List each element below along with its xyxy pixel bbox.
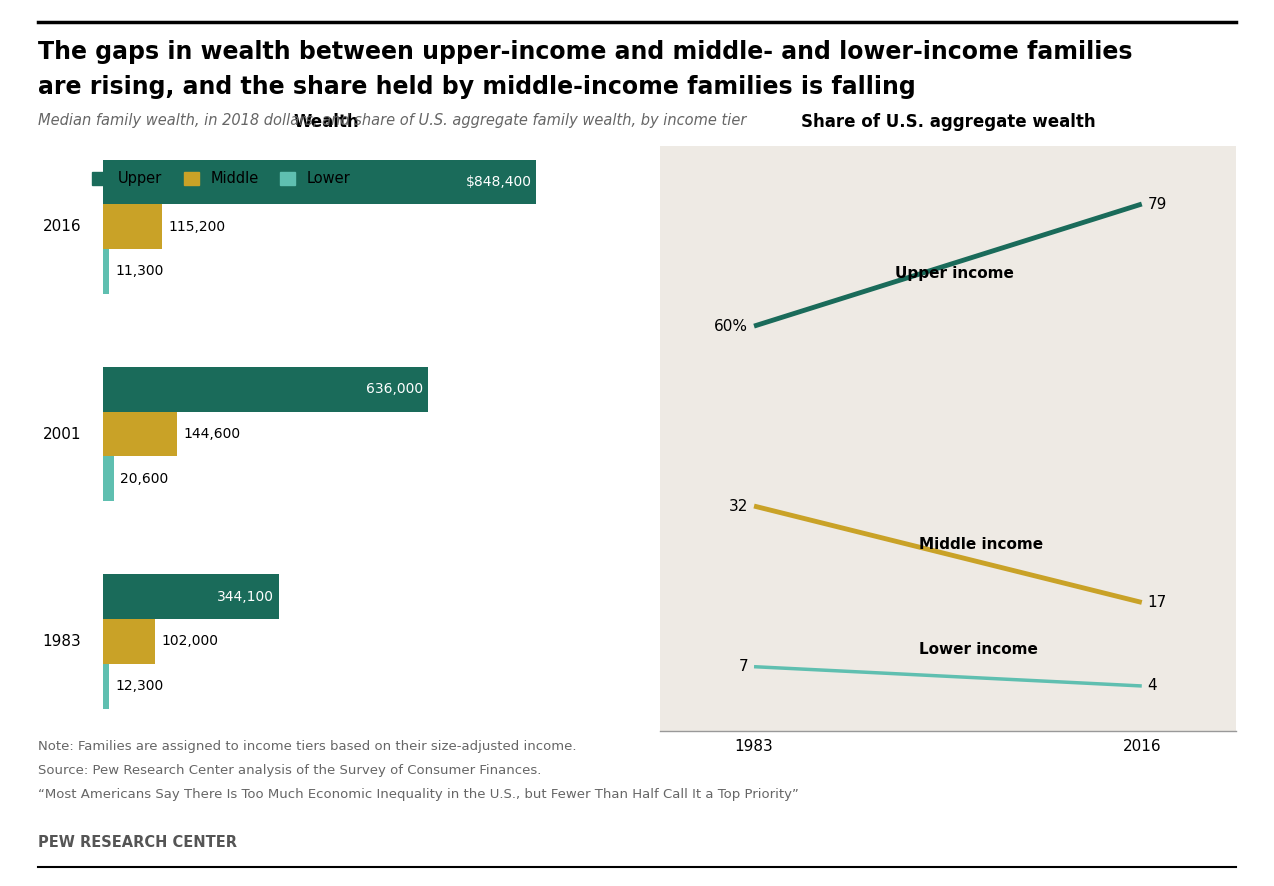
Bar — [103, 619, 155, 664]
Bar — [103, 367, 428, 412]
Text: 344,100: 344,100 — [218, 590, 274, 603]
Text: 2016: 2016 — [43, 219, 82, 234]
Text: “Most Americans Say There Is Too Much Economic Inequality in the U.S., but Fewer: “Most Americans Say There Is Too Much Ec… — [38, 788, 799, 801]
Text: 144,600: 144,600 — [183, 427, 241, 441]
Text: 102,000: 102,000 — [162, 634, 219, 649]
Text: 1983: 1983 — [43, 634, 82, 649]
Text: Upper income: Upper income — [896, 266, 1014, 281]
Text: The gaps in wealth between upper-income and middle- and lower-income families: The gaps in wealth between upper-income … — [38, 40, 1133, 64]
Text: PEW RESEARCH CENTER: PEW RESEARCH CENTER — [38, 835, 237, 851]
Title: Share of U.S. aggregate wealth: Share of U.S. aggregate wealth — [800, 113, 1096, 131]
Bar — [103, 456, 113, 501]
Title: Wealth: Wealth — [293, 113, 359, 131]
Text: Lower income: Lower income — [919, 642, 1037, 657]
Bar — [103, 412, 177, 456]
Bar — [103, 664, 110, 709]
Text: 7: 7 — [739, 659, 748, 674]
Bar — [103, 574, 279, 619]
Text: Source: Pew Research Center analysis of the Survey of Consumer Finances.: Source: Pew Research Center analysis of … — [38, 764, 541, 777]
Text: 12,300: 12,300 — [116, 680, 164, 693]
Text: 60%: 60% — [715, 319, 748, 334]
Bar — [103, 249, 108, 294]
Text: 20,600: 20,600 — [120, 472, 168, 486]
Text: $848,400: $848,400 — [466, 175, 531, 189]
Text: 4: 4 — [1148, 679, 1157, 694]
Text: 636,000: 636,000 — [366, 383, 423, 396]
Text: are rising, and the share held by middle-income families is falling: are rising, and the share held by middle… — [38, 75, 916, 99]
Text: 2001: 2001 — [43, 426, 82, 441]
Text: Middle income: Middle income — [919, 537, 1042, 552]
Legend: Upper, Middle, Lower: Upper, Middle, Lower — [92, 171, 350, 186]
Bar — [103, 205, 162, 249]
Text: 32: 32 — [729, 499, 748, 514]
Text: Median family wealth, in 2018 dollars, and share of U.S. aggregate family wealth: Median family wealth, in 2018 dollars, a… — [38, 113, 747, 128]
Text: Note: Families are assigned to income tiers based on their size-adjusted income.: Note: Families are assigned to income ti… — [38, 740, 577, 753]
Text: 79: 79 — [1148, 197, 1167, 212]
Text: 11,300: 11,300 — [116, 265, 164, 278]
Text: 17: 17 — [1148, 595, 1167, 610]
Text: 115,200: 115,200 — [168, 220, 225, 234]
Bar — [103, 159, 536, 205]
